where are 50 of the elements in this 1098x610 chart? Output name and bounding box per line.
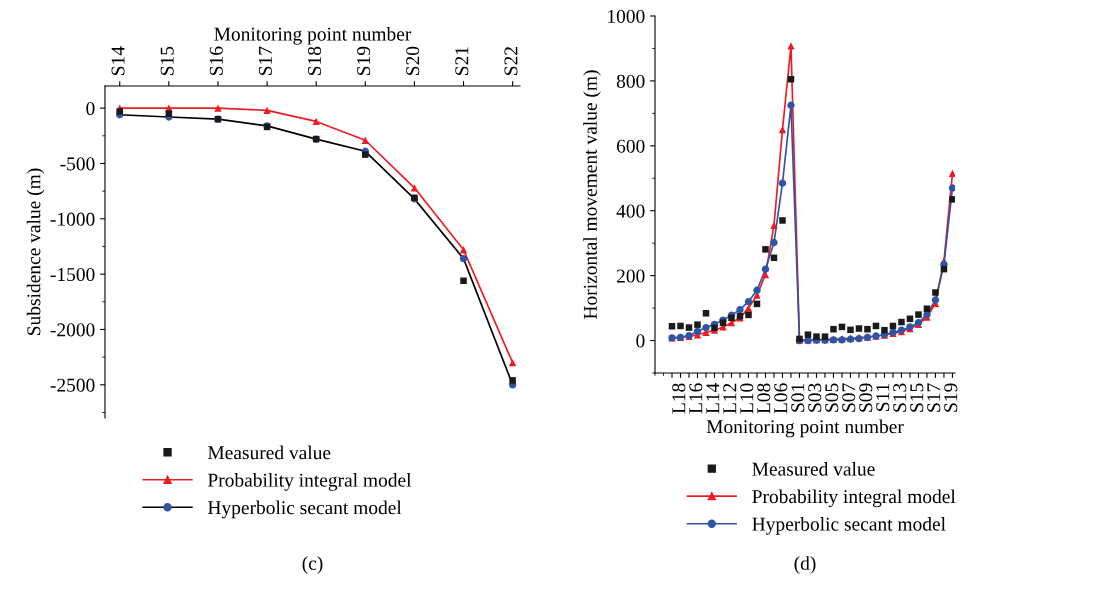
x-tick-label: L08 (757, 383, 771, 414)
x-tick-label: S15 (160, 46, 174, 75)
legend-label: Hyperbolic secant model (752, 517, 946, 535)
x-tick-label: S17 (258, 46, 272, 75)
x-tick-label: S20 (406, 46, 420, 75)
x-tick-label: L18 (672, 383, 686, 414)
legend-label: Probability integral model (752, 489, 956, 508)
x-tick-label: S01 (791, 383, 805, 412)
x-tick-label: L14 (706, 383, 720, 414)
x-tick-label: L12 (723, 383, 737, 414)
x-tick-label: S21 (455, 47, 469, 75)
x-tick-label: S05 (825, 383, 839, 412)
x-tick-label: L10 (740, 383, 754, 414)
y-tick-label: -2000 (50, 323, 95, 337)
legend-label: Hyperbolic secant model (207, 500, 402, 519)
x-tick-label: S19 (944, 383, 958, 412)
x-tick-label: S17 (927, 383, 941, 412)
y-tick-label: 200 (616, 269, 645, 283)
x-tick-label: S07 (842, 383, 856, 412)
x-axis-title: Monitoring point number (706, 419, 904, 438)
y-axis-title: Horizontal movement value (m) (583, 70, 601, 319)
y-tick-label: 600 (616, 139, 645, 153)
x-tick-label: L16 (689, 383, 703, 414)
x-tick-label: S18 (307, 46, 322, 75)
y-tick-label: -1000 (50, 212, 95, 226)
legend-label: Probability integral model (207, 473, 412, 491)
x-tick-label: S11 (876, 383, 890, 411)
y-tick-label: -1500 (50, 267, 95, 282)
x-tick-label: S14 (111, 46, 125, 75)
y-tick-label: -2500 (50, 378, 95, 392)
x-tick-label: S15 (910, 383, 924, 412)
x-tick-label: S16 (209, 46, 223, 75)
y-tick-label: 0 (636, 334, 645, 348)
x-tick-label: S22 (504, 47, 518, 75)
y-tick-label: 400 (616, 204, 645, 218)
x-tick-label: S19 (357, 46, 371, 75)
legend-label: Measured value (752, 462, 875, 476)
y-tick-label: 0 (86, 101, 95, 116)
text: (d) (794, 556, 816, 574)
x-axis-title: Monitoring point number (214, 26, 412, 45)
y-tick-label: 1000 (608, 9, 645, 23)
x-tick-label: S13 (893, 383, 907, 412)
text: (c) (302, 556, 323, 574)
y-axis-title: Subsidence value (m) (26, 168, 45, 335)
x-tick-label: S09 (859, 383, 873, 412)
y-tick-label: 800 (616, 74, 645, 88)
y-tick-label: -500 (60, 157, 95, 171)
x-tick-label: L06 (774, 383, 788, 414)
x-tick-label: S03 (808, 383, 822, 412)
legend-label: Measured value (207, 445, 331, 460)
